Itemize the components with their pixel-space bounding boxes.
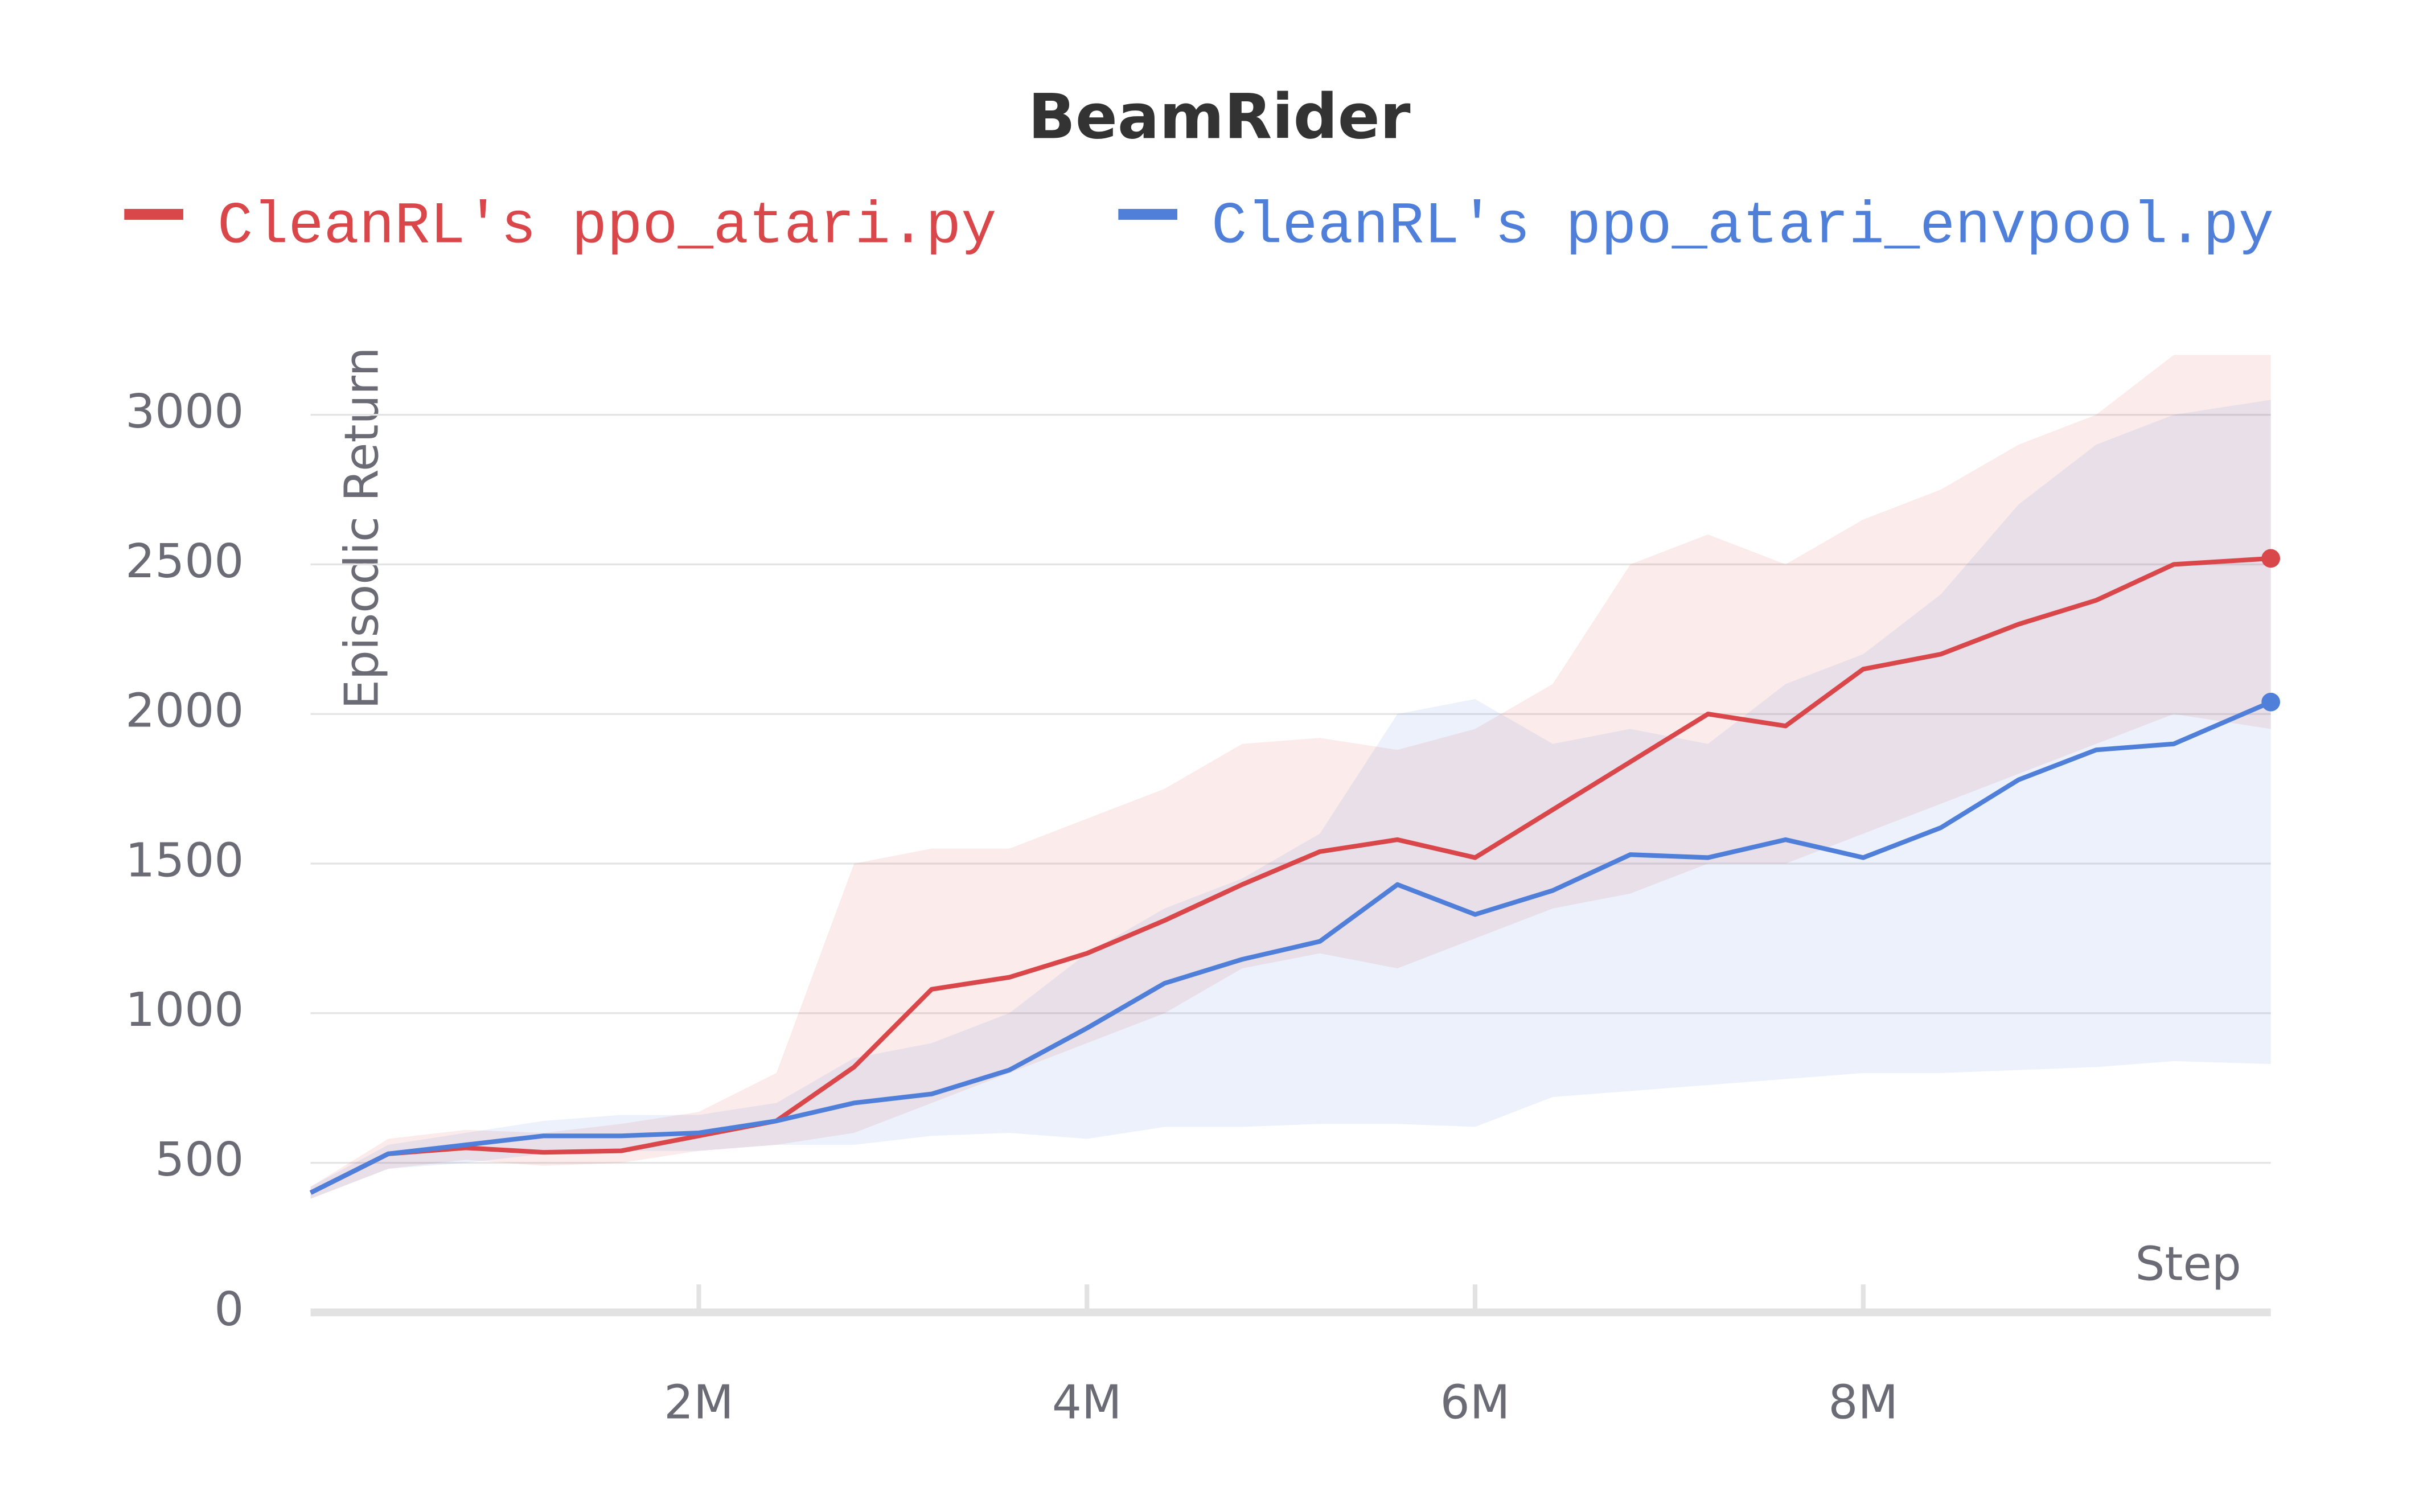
series-line [309,556,2271,1195]
y-tick-label: 1500 [125,833,244,888]
end-point [2261,549,2281,568]
x-tick-label: 6M [1440,1376,1510,1430]
band [310,355,2271,1199]
x-tick-label: 4M [1052,1376,1122,1430]
legend-label: CleanRL's ppo_atari_envpool.py [1212,194,2274,261]
y-tick-label: 2500 [125,535,244,589]
y-axis-label: Episodic Return [335,347,389,709]
x-tick-label: 8M [1828,1376,1898,1430]
y-tick-label: 500 [155,1133,244,1187]
series-line [309,700,2272,1195]
y-tick-label: 1000 [125,983,244,1037]
y-tick-label: 2000 [125,684,244,738]
x-axis-label: Step [2135,1238,2241,1292]
band [310,400,2271,1199]
end-point [2261,692,2281,712]
x-tick-label: 2M [664,1376,734,1430]
legend-label: CleanRL's ppo_atari.py [217,194,996,261]
chart-title: BeamRider [1028,81,1411,153]
y-tick-label: 3000 [125,385,244,439]
y-tick-label: 0 [214,1283,244,1337]
